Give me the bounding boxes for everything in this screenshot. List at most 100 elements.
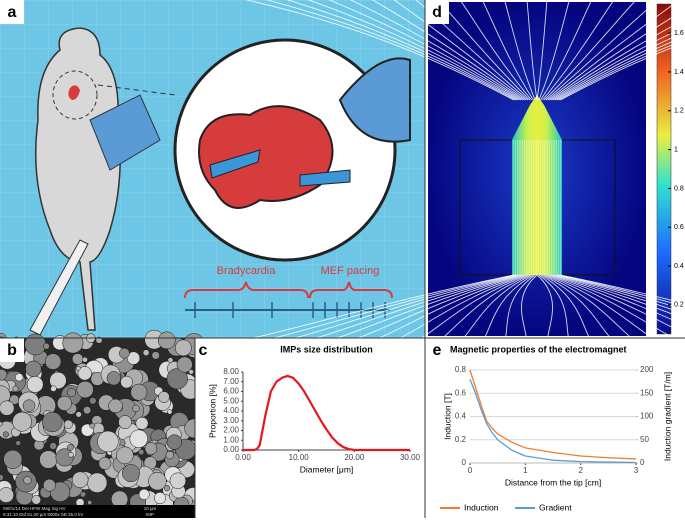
- sem-info: 9:31:10 Etd 51.20 µm 5000x SE 25.0 kV: [3, 512, 83, 517]
- particle: [72, 353, 83, 364]
- particle: [131, 384, 147, 400]
- particle: [132, 405, 139, 412]
- particle: [68, 452, 73, 457]
- y-axis-label: Proportion [%]: [207, 384, 217, 438]
- particle: [24, 476, 32, 484]
- particle: [12, 412, 31, 431]
- particle: [63, 333, 83, 353]
- y2-axis-label: Induction gradient [T/m]: [662, 372, 672, 461]
- particle: [23, 400, 35, 412]
- y-tick-label: 7.00: [223, 377, 239, 386]
- particle: [72, 472, 88, 488]
- colorbar-tick-label: 0.6: [674, 224, 684, 231]
- y-tick-label: 1.00: [223, 435, 239, 444]
- y-tick-label: 0.8: [455, 365, 467, 374]
- x-axis-label: Distance from the tip [cm]: [505, 477, 601, 487]
- particle: [122, 464, 139, 481]
- particle: [99, 457, 111, 469]
- particle: [145, 442, 157, 454]
- legend-label: Gradient: [539, 502, 572, 512]
- x-tick-label: 20.00: [344, 453, 365, 462]
- particle: [64, 420, 73, 429]
- particle: [177, 357, 193, 373]
- legend-label: Induction: [464, 502, 499, 512]
- particle: [143, 350, 149, 356]
- particle: [152, 352, 160, 360]
- x-tick-label: 1: [523, 466, 528, 475]
- particle: [76, 412, 82, 418]
- panel-b: 09/01/14 Det HFW Mag Sig HV 9:31:10 Etd …: [0, 330, 205, 518]
- particle: [148, 472, 166, 490]
- y-tick-label: 4.00: [223, 406, 239, 415]
- y2-tick-label: 100: [640, 412, 654, 421]
- particle: [67, 388, 75, 396]
- sem-name: IMP: [146, 512, 154, 517]
- x-tick-label: 30.00: [400, 453, 421, 462]
- particle: [3, 432, 8, 437]
- particle: [167, 410, 172, 415]
- particle: [139, 489, 149, 499]
- particle: [80, 492, 86, 498]
- y-axis-label: Induction [T]: [442, 393, 452, 440]
- y-tick-label: 0.2: [455, 435, 467, 444]
- sem-scale: 10 µm: [144, 506, 157, 511]
- y2-tick-label: 0: [640, 458, 645, 467]
- particle: [170, 473, 186, 489]
- particle: [87, 500, 91, 504]
- particle: [25, 361, 41, 377]
- y-tick-label: 5.00: [223, 396, 239, 405]
- chart-title: IMPs size distribution: [280, 344, 373, 354]
- y-tick-label: 3.00: [223, 416, 239, 425]
- particle: [15, 373, 23, 381]
- x-axis-label: Diameter [μm]: [300, 464, 354, 474]
- x-tick-label: 10.00: [289, 453, 310, 462]
- x-tick-label: 2: [578, 466, 583, 475]
- particle: [0, 487, 14, 502]
- particle: [121, 376, 133, 388]
- y2-tick-label: 150: [640, 388, 654, 397]
- particle: [42, 412, 62, 432]
- panel-label: b: [7, 342, 17, 359]
- particle: [0, 401, 14, 416]
- particle: [97, 431, 118, 452]
- particle: [4, 450, 22, 468]
- particle: [50, 442, 57, 449]
- colorbar-tick-label: 1.6: [674, 30, 684, 37]
- particle: [109, 399, 123, 413]
- particle: [154, 492, 166, 504]
- particle: [116, 447, 133, 464]
- x-tick-label: 3: [634, 466, 639, 475]
- particle: [51, 386, 57, 392]
- x-tick-label: 0.00: [235, 453, 251, 462]
- particle: [25, 334, 46, 355]
- particle: [57, 396, 72, 411]
- particle: [32, 495, 41, 504]
- particle: [16, 441, 21, 446]
- particle: [83, 406, 91, 414]
- particle: [168, 357, 173, 362]
- particle: [166, 451, 174, 459]
- colorbar-tick-label: 0.4: [674, 263, 684, 270]
- y-tick-label: 0.6: [455, 388, 467, 397]
- particle: [118, 415, 131, 428]
- particle: [76, 366, 80, 370]
- particle: [43, 479, 55, 491]
- colorbar-tick-label: 0.2: [674, 302, 684, 309]
- particle: [27, 376, 43, 392]
- x-tick-label: 0: [468, 466, 473, 475]
- illustration-label: Bradycardia: [217, 265, 277, 277]
- illustration-label: MEF pacing: [321, 265, 380, 277]
- y2-tick-label: 200: [640, 365, 654, 374]
- panel-label: c: [199, 342, 208, 359]
- y-tick-label: 2.00: [223, 426, 239, 435]
- colorbar-tick-label: 1.4: [674, 69, 684, 76]
- particle: [87, 473, 107, 493]
- particle: [0, 422, 3, 426]
- particle: [175, 340, 191, 356]
- sem-info: 09/01/14 Det HFW Mag Sig HV: [3, 506, 66, 511]
- particle: [77, 381, 94, 398]
- particle: [89, 397, 96, 404]
- particle: [136, 417, 148, 429]
- particle: [130, 430, 148, 448]
